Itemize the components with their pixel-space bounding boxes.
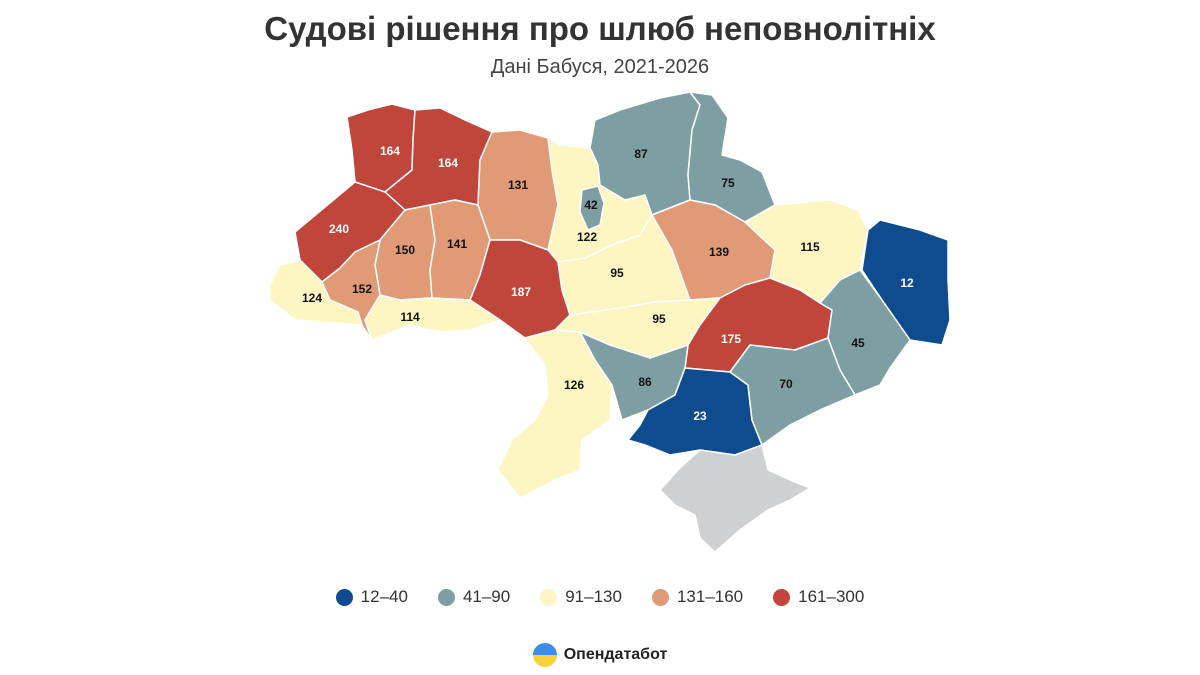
legend-swatch [540, 588, 558, 606]
legend-label: 41–90 [462, 587, 511, 606]
legend-item: 131–160 [651, 587, 744, 607]
region-value-zakarpattia: 124 [302, 291, 322, 305]
region-value-kherson: 23 [693, 409, 707, 423]
region-value-ivano-frankivsk: 152 [352, 282, 372, 296]
legend-item: 41–90 [437, 587, 511, 607]
legend-item: 161–300 [773, 587, 864, 607]
region-value-luhansk: 12 [900, 276, 914, 290]
region-chernivtsi [364, 294, 501, 341]
brand: Опендатабот [0, 643, 1200, 667]
region-value-sumy: 75 [721, 176, 735, 190]
legend-swatch [773, 588, 791, 606]
map-title: Судові рішення про шлюб неповнолітніх [264, 10, 936, 47]
region-value-chernihiv: 87 [634, 147, 648, 161]
legend-label: 131–160 [676, 587, 744, 606]
legend-swatch [335, 588, 353, 606]
region-crimea [659, 444, 811, 553]
legend-item: 12–40 [335, 587, 408, 607]
legend-label: 91–130 [565, 587, 622, 606]
region-value-zhytomyr: 131 [508, 178, 528, 192]
map-subtitle: Дані Бабуся, 2021-2026 [490, 56, 710, 78]
region-value-donetsk: 45 [851, 336, 865, 350]
region-value-dnipropetrovsk: 175 [721, 332, 741, 346]
region-value-odesa: 126 [564, 378, 584, 392]
legend-item: 91–130 [540, 587, 622, 607]
legend-label: 161–300 [798, 587, 865, 606]
brand-name: Опендатабот [563, 646, 668, 663]
region-value-poltava: 139 [709, 245, 729, 259]
region-value-ternopil: 150 [395, 243, 415, 257]
region-value-volyn: 164 [380, 144, 400, 158]
region-value-rivne: 164 [438, 156, 458, 170]
region-value-cherkasy: 95 [610, 266, 624, 280]
region-value-lviv: 240 [329, 222, 349, 236]
region-value-vinnytsia: 187 [511, 285, 531, 299]
region-value-kyiv-city: 42 [584, 198, 598, 212]
region-zaporizhzhia [729, 337, 856, 446]
opendatabot-logo-icon [532, 643, 557, 667]
region-value-mykolaiv: 86 [638, 375, 652, 389]
region-value-kharkiv: 115 [800, 240, 820, 254]
region-kyiv-city [579, 185, 605, 231]
legend-swatch [437, 588, 455, 606]
region-value-zaporizhzhia: 70 [779, 377, 793, 391]
region-value-khmelnytskyi: 141 [447, 237, 467, 251]
legend: 12–40 41–90 91–130 131–160 161–300 [0, 587, 1200, 607]
region-donetsk [819, 269, 911, 396]
region-value-kyiv-oblast: 122 [577, 230, 597, 244]
region-value-kirovohrad: 95 [652, 312, 666, 326]
legend-label: 12–40 [360, 587, 408, 606]
region-value-chernivtsi: 114 [400, 310, 420, 324]
legend-swatch [651, 588, 669, 606]
